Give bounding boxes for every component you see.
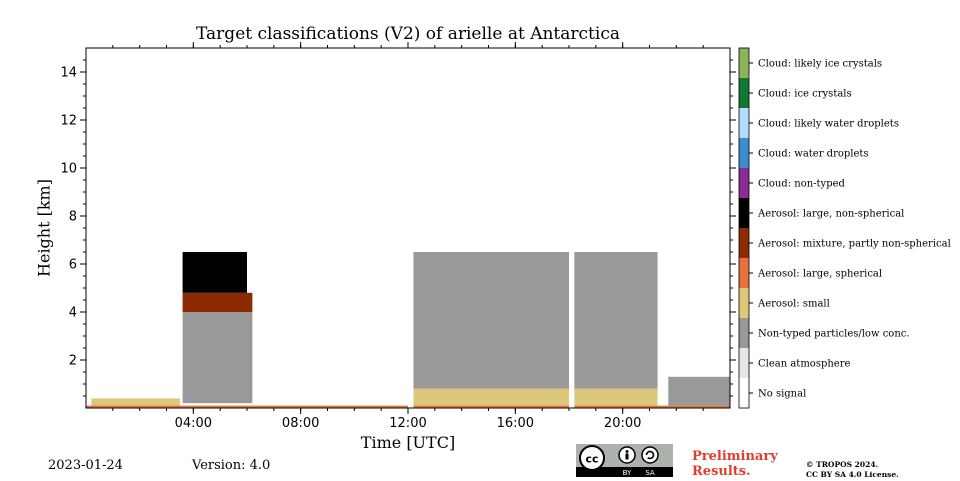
data-gap-0	[569, 48, 575, 408]
legend-label: Aerosol: small	[757, 299, 830, 310]
legend-label: Cloud: water droplets	[758, 149, 869, 160]
x-tick-label: 08:00	[282, 416, 319, 431]
y-tick-label: 10	[60, 162, 77, 177]
region-5	[668, 376, 730, 406]
cc-by-text: BY	[623, 469, 632, 477]
region-6	[91, 398, 180, 406]
measurement-date: 2023-01-24	[48, 458, 123, 473]
copyright-notice: © TROPOS 2024. CC BY SA 4.0 License.	[806, 460, 946, 480]
cc-license-badge[interactable]: cc BY SA	[576, 444, 673, 477]
chart-title: Target classifications (V2) of arielle a…	[196, 24, 620, 44]
copyright-line2: CC BY SA 4.0 License.	[806, 470, 899, 479]
legend-label: Aerosol: mixture, partly non-spherical	[757, 239, 951, 250]
colorbar-frame	[738, 47, 750, 409]
legend-label: Cloud: likely ice crystals	[758, 59, 882, 70]
x-tick-label: 20:00	[604, 416, 641, 431]
colorbar-segment	[739, 78, 749, 108]
legend-label: Cloud: non-typed	[758, 179, 846, 190]
x-tick-label: 12:00	[389, 416, 426, 431]
x-tick-label: 16:00	[497, 416, 534, 431]
legend-label: Aerosol: large, non-spherical	[757, 209, 904, 220]
copyright-line1: © TROPOS 2024.	[806, 460, 879, 469]
region-4	[413, 388, 658, 406]
legend-label: Non-typed particles/low conc.	[758, 329, 910, 340]
x-axis-label: Time [UTC]	[360, 433, 456, 452]
legend-label: Cloud: ice crystals	[758, 89, 852, 100]
colorbar-segment	[739, 108, 749, 138]
colorbar-segment	[739, 198, 749, 228]
colorbar-segment	[739, 138, 749, 168]
region-1	[182, 292, 253, 312]
version-label: Version: 4.0	[192, 458, 271, 473]
colorbar-segment	[739, 48, 749, 78]
y-tick-label: 12	[60, 114, 77, 129]
colorbar-segment	[739, 258, 749, 288]
colorbar-segment	[739, 348, 749, 378]
preliminary-line1: Preliminary	[692, 449, 778, 464]
colorbar-segment	[739, 168, 749, 198]
share-alike-icon	[641, 446, 659, 464]
legend-label: Aerosol: large, spherical	[757, 269, 882, 280]
y-tick-label: 6	[69, 258, 77, 273]
legend-label: Cloud: likely water droplets	[758, 119, 899, 130]
cc-icon: cc	[585, 453, 598, 466]
y-tick-label: 14	[60, 66, 77, 81]
x-tick-label: 04:00	[175, 416, 212, 431]
y-tick-label: 8	[69, 210, 77, 225]
region-2	[182, 252, 247, 293]
colorbar-segment	[739, 288, 749, 318]
legend-label: Clean atmosphere	[758, 359, 851, 370]
colorbar-segment	[739, 318, 749, 348]
data-gap-1	[408, 48, 414, 408]
preliminary-notice: Preliminary Results.	[692, 449, 802, 479]
y-tick-label: 4	[69, 306, 77, 321]
preliminary-line2: Results.	[692, 464, 751, 479]
legend-label: No signal	[758, 389, 806, 400]
colorbar-segment	[739, 378, 749, 408]
region-3	[413, 252, 658, 389]
cc-sa-text: SA	[645, 469, 655, 477]
y-tick-label: 2	[69, 354, 77, 369]
colorbar-segment	[739, 228, 749, 258]
region-0	[182, 312, 253, 404]
